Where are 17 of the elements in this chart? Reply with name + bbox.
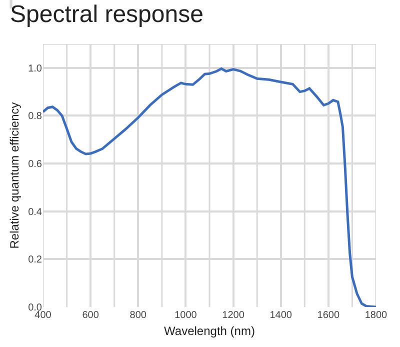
x-tick-label: 600: [82, 310, 100, 321]
x-tick-label: 1800: [364, 310, 388, 321]
chart-title: Spectral response: [10, 1, 204, 28]
x-tick-label: 400: [34, 310, 52, 321]
x-tick-label: 1400: [270, 310, 292, 321]
y-axis-title: Relative quantum efficiency: [7, 102, 22, 249]
y-tick-label: 0.2: [28, 254, 42, 266]
x-tick-label: 1600: [317, 310, 340, 321]
x-axis-title: Wavelength (nm): [164, 324, 255, 338]
y-tick-label: 0.4: [28, 206, 42, 218]
x-tick-label: 1000: [174, 310, 198, 321]
x-tick-label: 800: [130, 310, 147, 321]
y-tick-label: 0.8: [28, 111, 42, 122]
line-series: [43, 67, 376, 307]
y-tick-label: 0.6: [28, 159, 42, 170]
y-tick-label: 1.0: [28, 63, 42, 74]
x-tick-label: 1200: [222, 310, 245, 321]
